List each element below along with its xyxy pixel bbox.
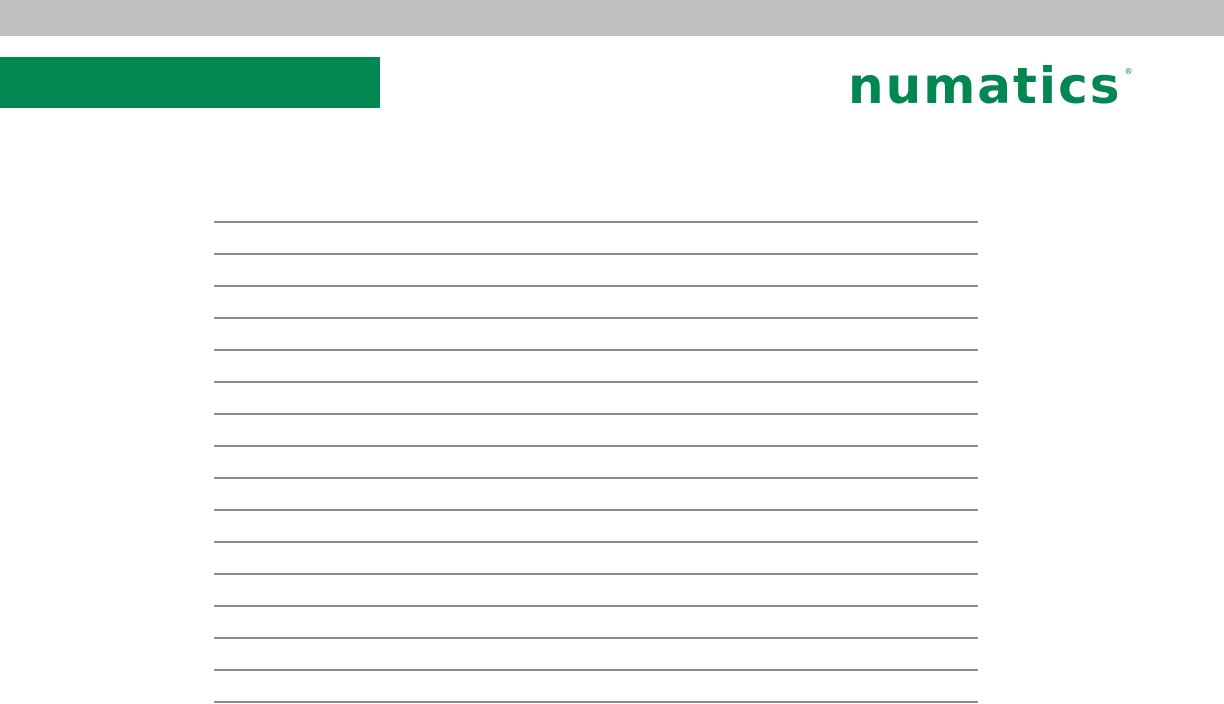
note-line xyxy=(214,349,978,351)
note-line xyxy=(214,221,978,223)
note-line xyxy=(214,637,978,639)
registered-mark: ® xyxy=(1124,67,1133,76)
note-line xyxy=(214,381,978,383)
top-gray-bar xyxy=(0,0,1224,36)
note-line xyxy=(214,477,978,479)
note-line xyxy=(214,285,978,287)
note-line xyxy=(214,445,978,447)
green-title-bar xyxy=(0,57,380,108)
note-line xyxy=(214,573,978,575)
note-line xyxy=(214,669,978,671)
note-line xyxy=(214,317,978,319)
note-line xyxy=(214,509,978,511)
note-line xyxy=(214,605,978,607)
note-line xyxy=(214,253,978,255)
note-line xyxy=(214,413,978,415)
note-line xyxy=(214,541,978,543)
logo-text: numatics xyxy=(848,57,1122,115)
note-line xyxy=(214,701,978,703)
numatics-logo: numatics ® xyxy=(848,58,1132,114)
